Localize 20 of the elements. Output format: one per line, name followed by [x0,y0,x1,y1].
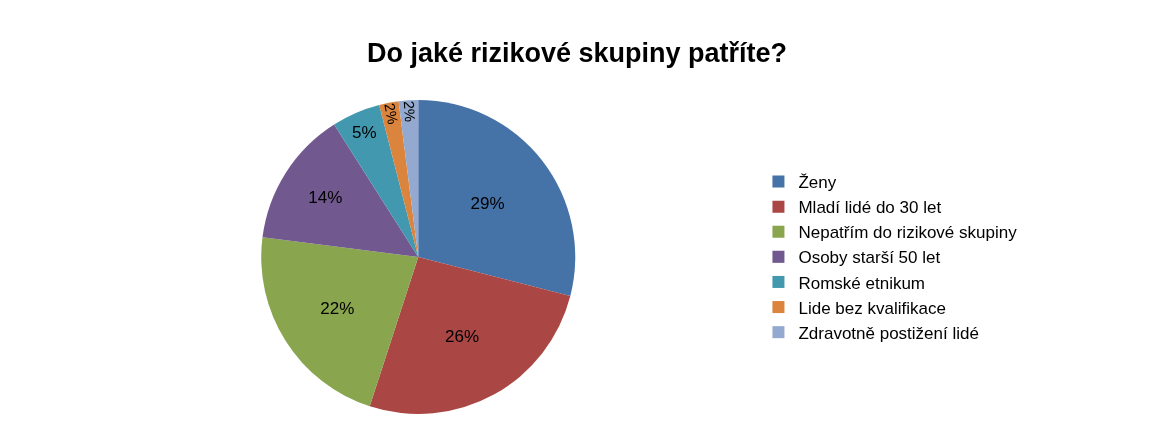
pie-slice [262,124,419,257]
data-label: 29% [470,193,505,213]
chart-title: Do jaké rizikové skupiny patříte? [366,38,788,69]
data-label: 14% [308,188,343,208]
legend-label: Nepatřím do rizikové skupiny [798,223,1018,243]
data-label: 5% [352,122,377,142]
legend-label: Osoby starší 50 let [798,248,941,268]
legend-label: Romské etnikum [798,273,926,293]
legend-label: Zdravotně postižení lidé [798,323,979,343]
legend-label: Ženy [798,173,837,193]
data-label: 22% [320,298,355,318]
legend-label: Lide bez kvalifikace [798,298,946,318]
pie-slice [369,257,571,414]
pie-slice [379,101,419,257]
data-label: 2% [400,100,419,123]
pie-slice [261,237,419,407]
data-label: 2% [381,101,402,126]
pie-slice [418,100,576,297]
legend-label: Mladí lidé do 30 let [798,198,942,218]
data-label: 26% [444,327,479,347]
